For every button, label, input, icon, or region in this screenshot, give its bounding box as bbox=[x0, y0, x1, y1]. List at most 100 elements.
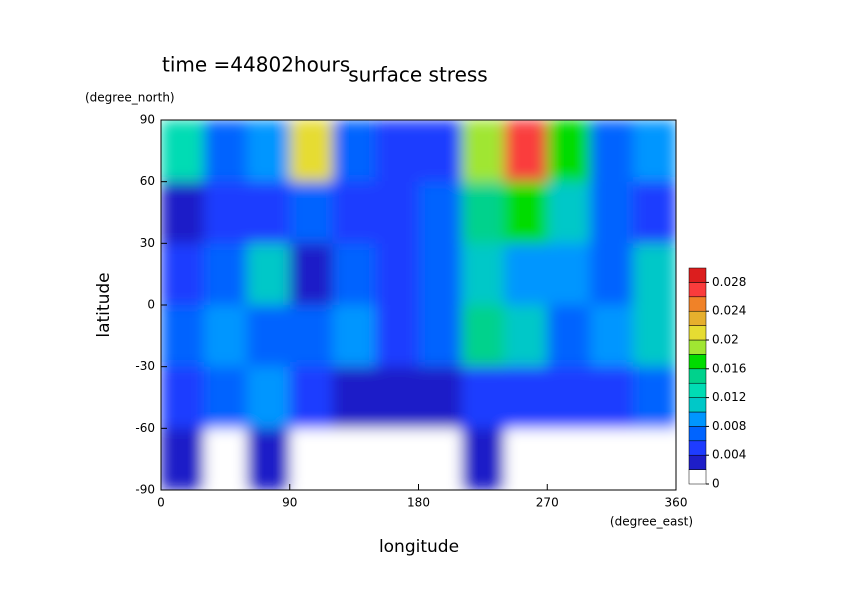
cell bbox=[504, 181, 548, 244]
y-tick-label: 90 bbox=[140, 113, 155, 127]
y-axis-label: latitude bbox=[94, 272, 114, 337]
cell bbox=[461, 243, 505, 306]
colorbar-tick-label: 0.024 bbox=[712, 304, 746, 318]
colorbar-box bbox=[688, 310, 707, 326]
cell bbox=[461, 181, 505, 244]
cell bbox=[161, 120, 205, 183]
cell bbox=[332, 428, 377, 490]
colorbar-tick-label: 0.012 bbox=[712, 390, 746, 404]
cell bbox=[375, 305, 419, 368]
cell bbox=[289, 366, 334, 429]
cell bbox=[633, 243, 676, 306]
x-unit: (degree_east) bbox=[610, 515, 693, 529]
cell bbox=[332, 305, 377, 368]
cell bbox=[461, 366, 505, 429]
colorbar-box bbox=[688, 296, 707, 312]
cell bbox=[375, 243, 419, 306]
cell bbox=[203, 181, 248, 244]
cell bbox=[418, 120, 462, 183]
colorbar: 0 0.004 0.008 0.012 0.016 0.02 0.024 0.028 bbox=[688, 267, 746, 491]
cell bbox=[547, 181, 591, 244]
cell bbox=[504, 120, 548, 183]
cell bbox=[504, 428, 548, 490]
y-tick-label: -30 bbox=[135, 359, 155, 373]
cell bbox=[246, 428, 291, 490]
colorbar-box bbox=[688, 325, 707, 341]
cell bbox=[504, 366, 548, 429]
cell bbox=[633, 181, 676, 244]
cell bbox=[418, 366, 462, 429]
x-tick-label: 0 bbox=[157, 496, 165, 510]
cell bbox=[332, 243, 377, 306]
cell bbox=[547, 305, 591, 368]
colorbar-box bbox=[688, 411, 707, 427]
cell bbox=[461, 428, 505, 490]
cell bbox=[590, 181, 634, 244]
colorbar-box bbox=[688, 339, 707, 355]
chart-title: surface stress bbox=[348, 63, 487, 87]
colorbar-tick-label: 0.028 bbox=[712, 275, 746, 289]
cell bbox=[332, 120, 377, 183]
cell bbox=[590, 243, 634, 306]
cell bbox=[161, 181, 205, 244]
cell bbox=[633, 305, 676, 368]
chart-subtitle: time =44802hours bbox=[162, 53, 350, 77]
field bbox=[161, 120, 676, 490]
cell bbox=[203, 243, 248, 306]
cell bbox=[504, 243, 548, 306]
cell bbox=[590, 305, 634, 368]
colorbar-box bbox=[688, 354, 707, 370]
cell bbox=[246, 366, 291, 429]
cell bbox=[547, 120, 591, 183]
cell bbox=[590, 120, 634, 183]
colorbar-box bbox=[688, 454, 707, 470]
cell bbox=[289, 181, 334, 244]
cell bbox=[590, 366, 634, 429]
cell bbox=[246, 181, 291, 244]
cell bbox=[289, 305, 334, 368]
cell bbox=[633, 120, 676, 183]
cell bbox=[203, 305, 248, 368]
cell bbox=[203, 120, 248, 183]
cell bbox=[161, 243, 205, 306]
cell bbox=[547, 243, 591, 306]
cell bbox=[375, 366, 419, 429]
cell bbox=[418, 181, 462, 244]
colorbar-tick-label: 0.016 bbox=[712, 361, 746, 375]
y-tick-label: 0 bbox=[147, 298, 155, 312]
y-tick-label: 60 bbox=[140, 174, 155, 188]
cell bbox=[246, 243, 291, 306]
cell bbox=[375, 120, 419, 183]
cell bbox=[289, 243, 334, 306]
axes: 0 90 180 270 360 -90 -60 -30 0 30 60 90 bbox=[135, 113, 687, 510]
y-tick-label: -60 bbox=[135, 421, 155, 435]
x-tick-label: 90 bbox=[282, 496, 297, 510]
cell bbox=[161, 428, 205, 490]
cell bbox=[418, 243, 462, 306]
colorbar-tick-label: 0.02 bbox=[712, 333, 739, 347]
cell bbox=[332, 181, 377, 244]
cell bbox=[246, 305, 291, 368]
cell bbox=[633, 428, 676, 490]
colorbar-box bbox=[688, 282, 707, 298]
colorbar-box bbox=[688, 382, 707, 398]
x-tick-label: 360 bbox=[665, 496, 688, 510]
cell bbox=[633, 366, 676, 429]
y-tick-label: 30 bbox=[140, 236, 155, 250]
cell bbox=[461, 120, 505, 183]
x-axis-label: longitude bbox=[379, 537, 459, 557]
cell bbox=[375, 181, 419, 244]
cell bbox=[161, 366, 205, 429]
colorbar-box bbox=[688, 426, 707, 442]
cell bbox=[418, 428, 462, 490]
cell bbox=[504, 305, 548, 368]
cell bbox=[246, 120, 291, 183]
cell bbox=[547, 428, 591, 490]
x-tick-label: 270 bbox=[536, 496, 559, 510]
colorbar-box bbox=[688, 397, 707, 413]
y-tick-label: -90 bbox=[135, 483, 155, 497]
cell bbox=[418, 305, 462, 368]
colorbar-tick-label: 0.004 bbox=[712, 448, 746, 462]
colorbar-box bbox=[688, 469, 707, 485]
